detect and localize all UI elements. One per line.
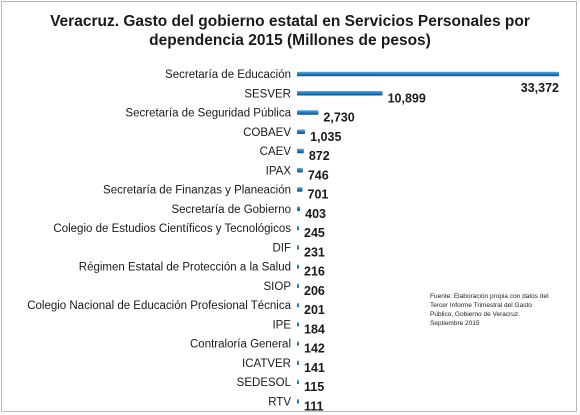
category-label: Secretaría de Educación (165, 69, 291, 81)
value-label: 231 (304, 245, 325, 259)
bar (297, 322, 299, 327)
category-label: ICATVER (242, 358, 291, 370)
value-label: 201 (304, 303, 325, 317)
value-label: 184 (304, 322, 325, 336)
category-label: COBAEV (243, 127, 291, 139)
bar (297, 341, 299, 346)
value-label: 216 (304, 265, 325, 279)
bar (297, 245, 299, 250)
bar (297, 264, 299, 269)
category-label: SEDESOL (237, 377, 292, 389)
value-label: 701 (308, 188, 329, 202)
bar (297, 187, 303, 192)
chart-title-line-1: Veracruz. Gasto del gobierno estatal en … (50, 13, 530, 30)
source-line: Fuente: Elaboración propia con datos del (430, 293, 549, 300)
value-label: 111 (304, 399, 324, 413)
value-label: 1,035 (310, 130, 341, 144)
source-line: Público, Gobierno de Veracruz. (430, 311, 520, 318)
value-label: 245 (304, 226, 325, 240)
category-label: SIOP (264, 281, 292, 293)
source-line: Tercer Informe Trimestral del Gasto (430, 302, 532, 309)
bar (297, 129, 306, 134)
value-label: 746 (308, 168, 329, 182)
category-label: SESVER (244, 88, 291, 100)
value-label: 206 (304, 284, 325, 298)
bar (297, 379, 299, 385)
category-label: Régimen Estatal de Protección a la Salud (79, 262, 291, 274)
value-label: 403 (305, 207, 326, 221)
category-label: Colegio Nacional de Educación Profesiona… (27, 300, 291, 312)
category-label: Colegio de Estudios Científicos y Tecnol… (53, 223, 291, 235)
category-label: Contraloría General (190, 339, 291, 351)
category-label: CAEV (260, 146, 292, 158)
bar (297, 110, 319, 115)
bar (297, 91, 383, 96)
bar (297, 283, 299, 288)
bar (297, 360, 299, 365)
category-label: DIF (272, 242, 291, 254)
chart-title-line-2: dependencia 2015 (Millones de pesos) (149, 32, 431, 49)
bar (297, 168, 303, 173)
bar (297, 206, 301, 211)
value-label: 872 (309, 149, 330, 163)
bar (297, 399, 299, 404)
bar (297, 148, 304, 154)
value-label: 141 (304, 361, 325, 375)
chart-title: Veracruz. Gasto del gobierno estatal en … (2, 12, 578, 50)
category-label: IPAX (266, 165, 292, 177)
bar (297, 71, 559, 77)
source-note: Fuente: Elaboración propia con datos del… (430, 292, 570, 328)
category-label: IPE (272, 319, 291, 331)
value-label: 10,899 (388, 91, 426, 105)
value-label: 33,372 (521, 81, 559, 95)
value-label: 115 (304, 380, 324, 394)
value-label: 2,730 (323, 111, 354, 125)
value-label: 142 (304, 342, 325, 356)
bar (297, 225, 299, 231)
bar (297, 302, 299, 308)
category-label: Secretaría de Seguridad Pública (125, 108, 291, 120)
category-label: Secretaría de Gobierno (171, 204, 291, 216)
category-label: RTV (268, 396, 291, 408)
source-line: Septiembre 2015 (430, 320, 480, 327)
category-label: Secretaría de Finanzas y Planeación (103, 185, 291, 197)
